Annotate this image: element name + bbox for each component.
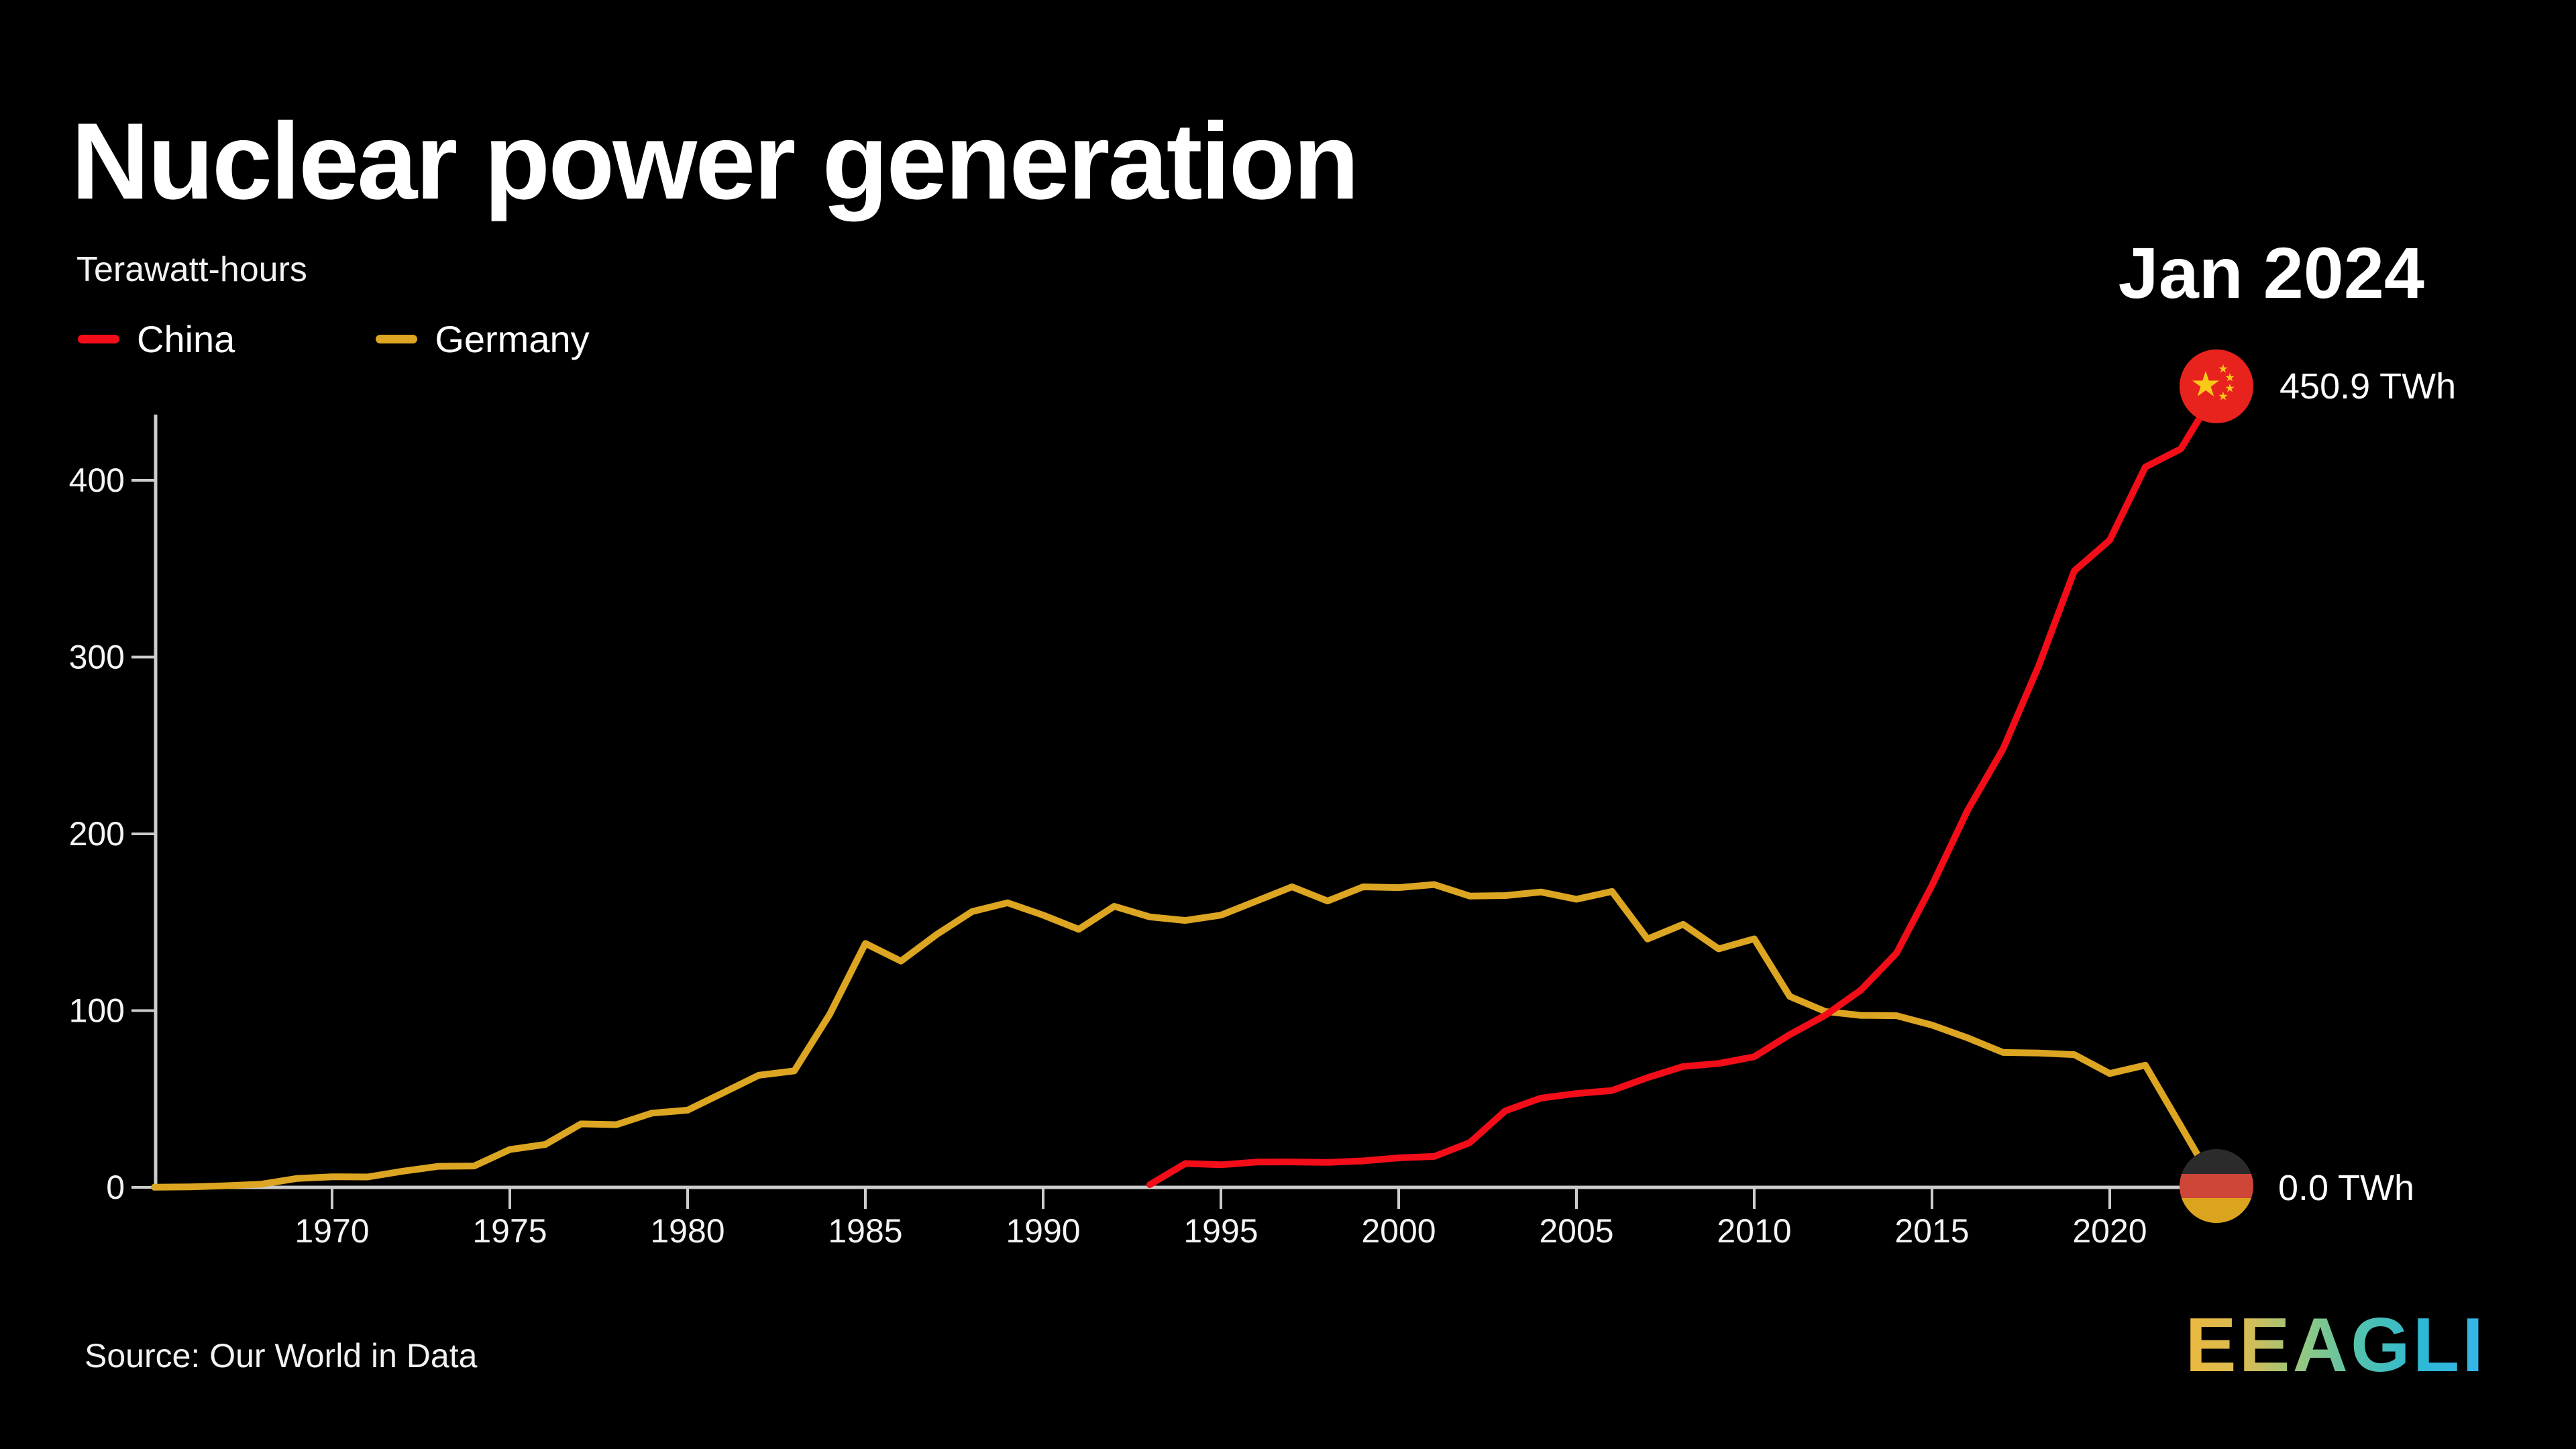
source-attribution: Source: Our World in Data (85, 1337, 478, 1375)
y-tick-label: 100 (69, 992, 125, 1030)
legend-item-germany: Germany (376, 317, 590, 361)
x-tick-label: 1975 (472, 1212, 547, 1250)
y-tick-label: 200 (69, 815, 125, 853)
x-tick-label: 1970 (294, 1212, 369, 1250)
china-flag-icon (2180, 349, 2253, 423)
x-tick-label: 2010 (1717, 1212, 1791, 1250)
x-tick-label: 1990 (1006, 1212, 1080, 1250)
legend-item-china: China (78, 317, 235, 361)
legend-label-germany: Germany (435, 317, 590, 360)
y-tick-label: 0 (106, 1169, 125, 1206)
china-end-value-label: 450.9 TWh (2279, 366, 2457, 407)
x-tick-label: 2015 (1894, 1212, 1969, 1250)
x-tick-label: 1985 (828, 1212, 902, 1250)
x-tick-label: 2005 (1539, 1212, 1613, 1250)
legend: China Germany (78, 317, 590, 361)
germany-line (151, 881, 2220, 1191)
page-title: Nuclear power generation (71, 101, 1359, 222)
x-tick-label: 1980 (650, 1212, 724, 1250)
eeagli-logo: EEAGLI (2185, 1303, 2486, 1388)
germany-line-dash-icon (376, 334, 418, 343)
china-line (1146, 386, 2220, 1188)
axes: 0 100 200 300 400 1970 1975 1980 1985 1990 1995 200… (69, 415, 2253, 1250)
x-tick-label: 2000 (1361, 1212, 1436, 1250)
x-tick-label: 1995 (1183, 1212, 1258, 1250)
y-tick-label: 300 (69, 639, 125, 676)
germany-end-value-label: 0.0 TWh (2278, 1168, 2415, 1208)
germany-flag-icon (2180, 1149, 2253, 1223)
china-line-dash-icon (78, 334, 119, 343)
y-axis-units-label: Terawatt-hours (76, 250, 307, 289)
x-tick-label: 2020 (2072, 1212, 2147, 1250)
y-tick-label: 400 (69, 462, 125, 499)
legend-label-china: China (137, 317, 235, 360)
date-annotation: Jan 2024 (2118, 232, 2424, 313)
